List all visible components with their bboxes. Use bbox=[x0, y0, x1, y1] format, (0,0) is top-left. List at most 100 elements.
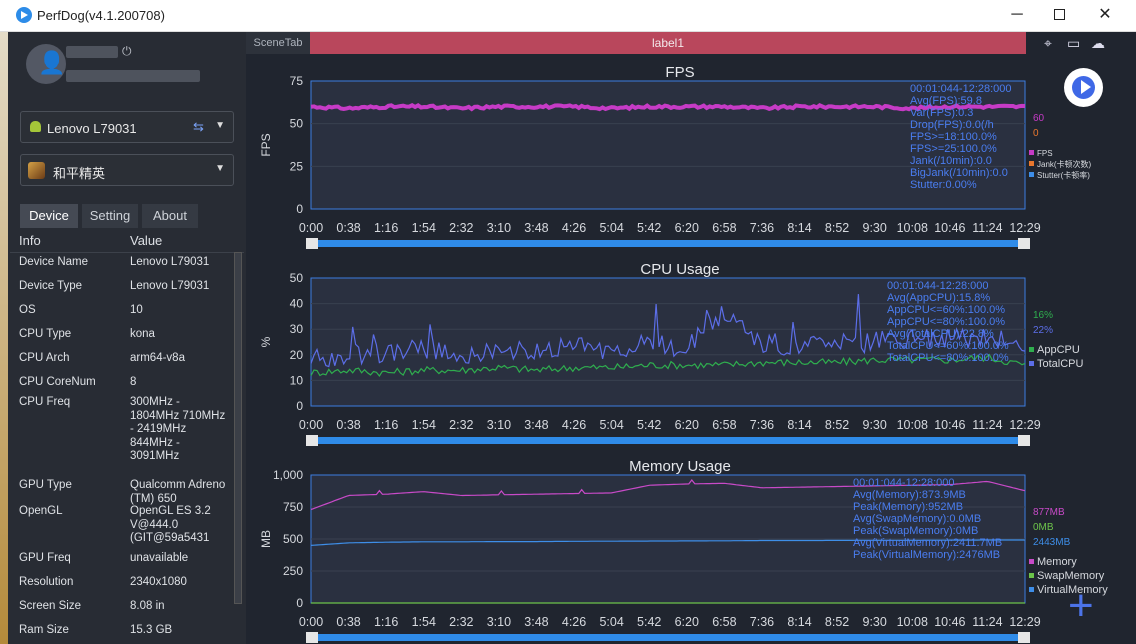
chart-title: CPU Usage bbox=[640, 261, 719, 278]
info-row-value: Lenovo L79031 bbox=[130, 280, 210, 292]
y-tick-label: 0 bbox=[296, 202, 303, 216]
legend-label: TotalCPU bbox=[1037, 358, 1084, 370]
app-select[interactable]: 和平精英 ▼ bbox=[20, 154, 234, 186]
x-tick-label: 11:24 bbox=[972, 615, 1002, 629]
power-icon[interactable]: ⏻ bbox=[122, 44, 132, 58]
add-icon[interactable]: + bbox=[1068, 581, 1094, 630]
info-row-value: 2340x1080 bbox=[130, 576, 187, 588]
legend-label: AppCPU bbox=[1037, 344, 1080, 356]
legend-swatch bbox=[1029, 161, 1034, 166]
x-tick-label: 6:58 bbox=[712, 418, 736, 432]
chart-title: FPS bbox=[665, 64, 694, 81]
x-tick-label: 6:20 bbox=[675, 615, 699, 629]
info-row-label: CPU Arch bbox=[19, 352, 70, 364]
y-tick-label: 20 bbox=[290, 348, 304, 362]
x-tick-label: 5:04 bbox=[599, 221, 623, 235]
x-tick-label: 9:30 bbox=[863, 615, 887, 629]
series-line-totalcpu bbox=[310, 294, 1026, 368]
avatar[interactable]: 👤 bbox=[26, 44, 66, 84]
x-tick-label: 4:26 bbox=[562, 418, 586, 432]
folder-icon[interactable]: ▭ bbox=[1067, 35, 1081, 51]
x-tick-label: 7:36 bbox=[750, 221, 774, 235]
current-value: 16% bbox=[1033, 310, 1053, 321]
x-tick-label: 10:08 bbox=[897, 615, 928, 629]
x-tick-label: 10:46 bbox=[934, 418, 965, 432]
scene-tab[interactable]: SceneTab bbox=[246, 32, 310, 54]
link-icon[interactable]: ⇆ bbox=[193, 119, 204, 134]
stat-line: TotalCPU<=80%:100.0% bbox=[887, 352, 1009, 364]
info-row-value: unavailable bbox=[130, 552, 189, 564]
info-row-value: 15.3 GB bbox=[130, 624, 173, 636]
stat-line: FPS>=25:100.0% bbox=[910, 143, 997, 155]
tab-device[interactable]: Device bbox=[20, 204, 78, 228]
tab-setting[interactable]: Setting bbox=[82, 204, 138, 228]
chevron-down-icon: ▼ bbox=[215, 163, 225, 174]
label-bar[interactable]: label1 bbox=[310, 32, 1026, 54]
device-select[interactable]: Lenovo L79031 ⇆ ▼ bbox=[20, 111, 234, 143]
x-tick-label: 5:42 bbox=[637, 221, 661, 235]
main-panel: SceneTab label1 ⌖ ▭ ☁ FPS 0 25 50 75 FPS 0:00 0… bbox=[246, 32, 1136, 644]
legend-label: VirtualMemory bbox=[1037, 584, 1108, 596]
stat-line: TotalCPU<=60%:100.0% bbox=[887, 340, 1009, 352]
x-tick-label: 7:36 bbox=[750, 615, 774, 629]
x-tick-label: 8:52 bbox=[825, 418, 849, 432]
legend-swatch bbox=[1029, 573, 1034, 578]
legend-swatch bbox=[1029, 587, 1034, 592]
close-button[interactable]: ✕ bbox=[1098, 6, 1112, 23]
info-row-label: Resolution bbox=[19, 576, 74, 588]
info-row-label: Screen Size bbox=[19, 600, 82, 612]
x-tick-label: 3:48 bbox=[524, 221, 548, 235]
user-icon: 👤 bbox=[38, 50, 66, 75]
plot-area bbox=[310, 277, 1026, 407]
play-icon bbox=[1081, 80, 1091, 94]
x-tick-label: 6:58 bbox=[712, 221, 736, 235]
legend-swatch bbox=[1029, 172, 1034, 177]
current-value: 0 bbox=[1033, 128, 1039, 139]
tab-about[interactable]: About bbox=[142, 204, 198, 228]
info-row-label: Ram Size bbox=[19, 624, 69, 636]
y-tick-label: 250 bbox=[283, 564, 303, 578]
series-line-fps bbox=[310, 103, 1026, 112]
perfdog-logo-icon bbox=[16, 7, 32, 23]
y-tick-label: 1,000 bbox=[273, 468, 303, 482]
legend-label: Memory bbox=[1037, 556, 1077, 568]
stat-line: Drop(FPS):0.0(/h bbox=[910, 119, 994, 131]
series-line-memory bbox=[310, 479, 1026, 511]
x-tick-label: 1:54 bbox=[412, 418, 436, 432]
info-row-label: GPU Type bbox=[19, 479, 72, 491]
legend-label: Jank(卡顿次数) bbox=[1037, 159, 1092, 169]
stat-line: Avg(TotalCPU):22.8% bbox=[887, 328, 994, 340]
x-tick-label: 2:32 bbox=[449, 615, 473, 629]
x-tick-label: 5:42 bbox=[637, 615, 661, 629]
chart-title: Memory Usage bbox=[629, 458, 731, 475]
info-row-value: Qualcomm Adreno (TM) 650 bbox=[130, 479, 226, 505]
x-tick-label: 0:00 bbox=[299, 418, 323, 432]
y-axis-label: MB bbox=[259, 530, 273, 548]
x-tick-label: 8:14 bbox=[787, 615, 811, 629]
slider-handle-right bbox=[1018, 632, 1030, 643]
y-axis-label: FPS bbox=[259, 133, 273, 156]
stat-line: Var(FPS):0.3 bbox=[910, 107, 973, 119]
stat-line: Avg(VirtualMemory):2411.7MB bbox=[853, 537, 1002, 549]
stat-line: Avg(Memory):873.9MB bbox=[853, 489, 966, 501]
stat-line: 00:01:044-12:28:000 bbox=[853, 477, 955, 489]
slider-handle-left bbox=[306, 632, 318, 643]
maximize-button[interactable] bbox=[1036, 0, 1082, 31]
cloud-icon[interactable]: ☁ bbox=[1091, 35, 1105, 51]
y-tick-label: 10 bbox=[290, 373, 304, 387]
minimize-button[interactable]: ─ bbox=[1011, 6, 1023, 23]
info-row-label: OpenGL bbox=[19, 505, 63, 517]
x-tick-label: 12:29 bbox=[1009, 418, 1040, 432]
info-row-label: Device Type bbox=[19, 280, 83, 292]
y-tick-label: 0 bbox=[296, 596, 303, 610]
x-tick-label: 8:14 bbox=[787, 418, 811, 432]
stat-line: Peak(Memory):952MB bbox=[853, 501, 963, 513]
series-line-appcpu bbox=[310, 353, 1026, 378]
x-tick-label: 5:42 bbox=[637, 418, 661, 432]
time-range-slider bbox=[306, 240, 1030, 247]
x-tick-label: 6:58 bbox=[712, 615, 736, 629]
location-icon[interactable]: ⌖ bbox=[1044, 35, 1052, 51]
info-row-value: OpenGL ES 3.2 V@444.0 (GIT@59a5431 bbox=[130, 505, 211, 544]
info-row-value: Lenovo L79031 bbox=[130, 256, 210, 268]
sidebar-scrollbar[interactable] bbox=[234, 252, 242, 604]
